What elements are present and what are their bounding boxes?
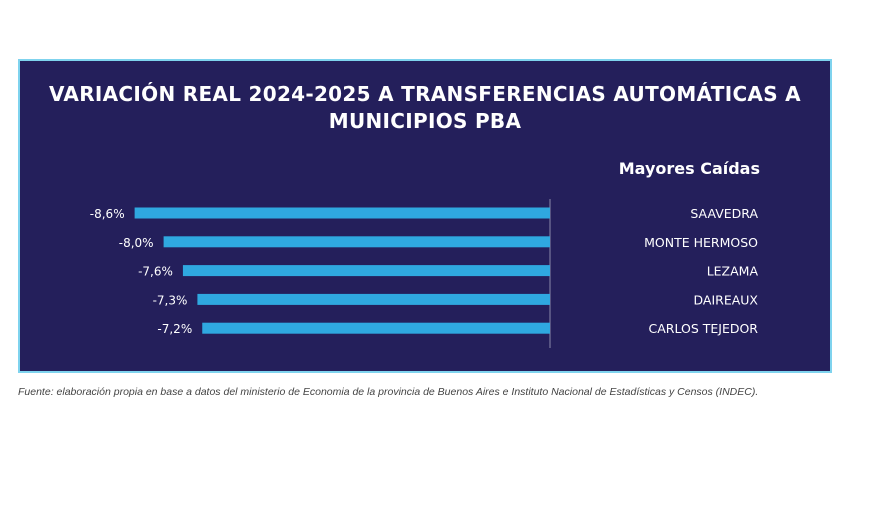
data-label-1: -8,6%: [90, 207, 125, 221]
data-label-2: -8,0%: [119, 236, 154, 250]
bar-2: [163, 236, 550, 248]
bar-5: [202, 322, 551, 334]
chart-title-text: VARIACIÓN REAL 2024-2025 A TRANSFERENCIA…: [49, 82, 801, 133]
bar-chart: -8,6% SAAVEDRA -8,0% MONTE HERMOSO -7,6% LEZA…: [90, 199, 759, 348]
source-note: Fuente: elaboración propia en base a dat…: [18, 386, 759, 398]
bar-4: [197, 293, 550, 305]
category-label-1: SAAVEDRA: [690, 206, 758, 221]
category-label-3: LEZAMA: [707, 264, 759, 279]
data-label-4: -7,3%: [153, 293, 188, 307]
category-label-5: CARLOS TEJEDOR: [649, 321, 759, 336]
chart-title: VARIACIÓN REAL 2024-2025 A TRANSFERENCIA…: [20, 81, 830, 135]
data-label-5: -7,2%: [157, 322, 192, 336]
bar-3: [182, 265, 551, 277]
data-label-3: -7,6%: [138, 265, 173, 279]
chart-panel: VARIACIÓN REAL 2024-2025 A TRANSFERENCIA…: [18, 59, 832, 373]
chart-subtitle: Mayores Caídas: [618, 159, 760, 178]
category-label-4: DAIREAUX: [694, 292, 759, 307]
category-label-2: MONTE HERMOSO: [644, 235, 758, 250]
bar-1: [134, 207, 550, 219]
